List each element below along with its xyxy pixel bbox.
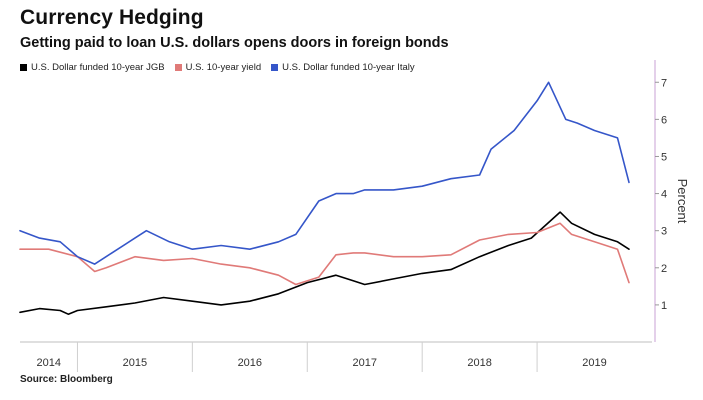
x-tick-label-2016: 2016 (238, 357, 262, 369)
y-tick-label-7: 7 (661, 77, 667, 89)
legend-item-jgb: U.S. Dollar funded 10-year JGB (20, 62, 165, 73)
x-tick-label-2017: 2017 (352, 357, 376, 369)
y-axis-title: Percent (675, 179, 690, 224)
plot-area: 1 2 3 4 5 6 7 Percent 2014 2015 2016 2017 2018 2019 (19, 60, 690, 372)
legend-swatch-jgb (20, 63, 27, 71)
legend-label-us-yield: U.S. 10-year yield (185, 61, 262, 73)
y-tick-label-2: 2 (661, 263, 667, 275)
series-line-0 (19, 211, 630, 315)
chart-legend: U.S. Dollar funded 10-year JGB U.S. 10-y… (20, 60, 425, 74)
chart-subtitle: Getting paid to loan U.S. dollars opens … (20, 35, 449, 51)
chart-title: Currency Hedging (20, 6, 204, 29)
legend-swatch-us-yield (174, 63, 182, 71)
x-tick-label-2019: 2019 (582, 357, 606, 369)
legend-swatch-italy (271, 63, 279, 71)
x-tick-label-2018: 2018 (467, 357, 491, 369)
x-tick-label-2015: 2015 (123, 357, 147, 369)
legend-label-italy: U.S. Dollar funded 10-year Italy (282, 61, 415, 73)
y-tick-label-6: 6 (661, 114, 667, 126)
y-tick-label-1: 1 (661, 300, 667, 312)
x-tick-label-2014: 2014 (36, 357, 60, 369)
y-tick-label-3: 3 (661, 226, 667, 238)
legend-item-italy: U.S. Dollar funded 10-year Italy (271, 62, 415, 73)
legend-item-us-yield: U.S. 10-year yield (174, 61, 262, 73)
series-line-2 (19, 81, 630, 265)
y-tick-label-4: 4 (661, 189, 667, 201)
source-note: Source: Bloomberg (20, 374, 113, 385)
legend-label-jgb: U.S. Dollar funded 10-year JGB (31, 61, 165, 73)
series-line-1 (19, 222, 630, 286)
y-tick-label-5: 5 (661, 151, 667, 163)
